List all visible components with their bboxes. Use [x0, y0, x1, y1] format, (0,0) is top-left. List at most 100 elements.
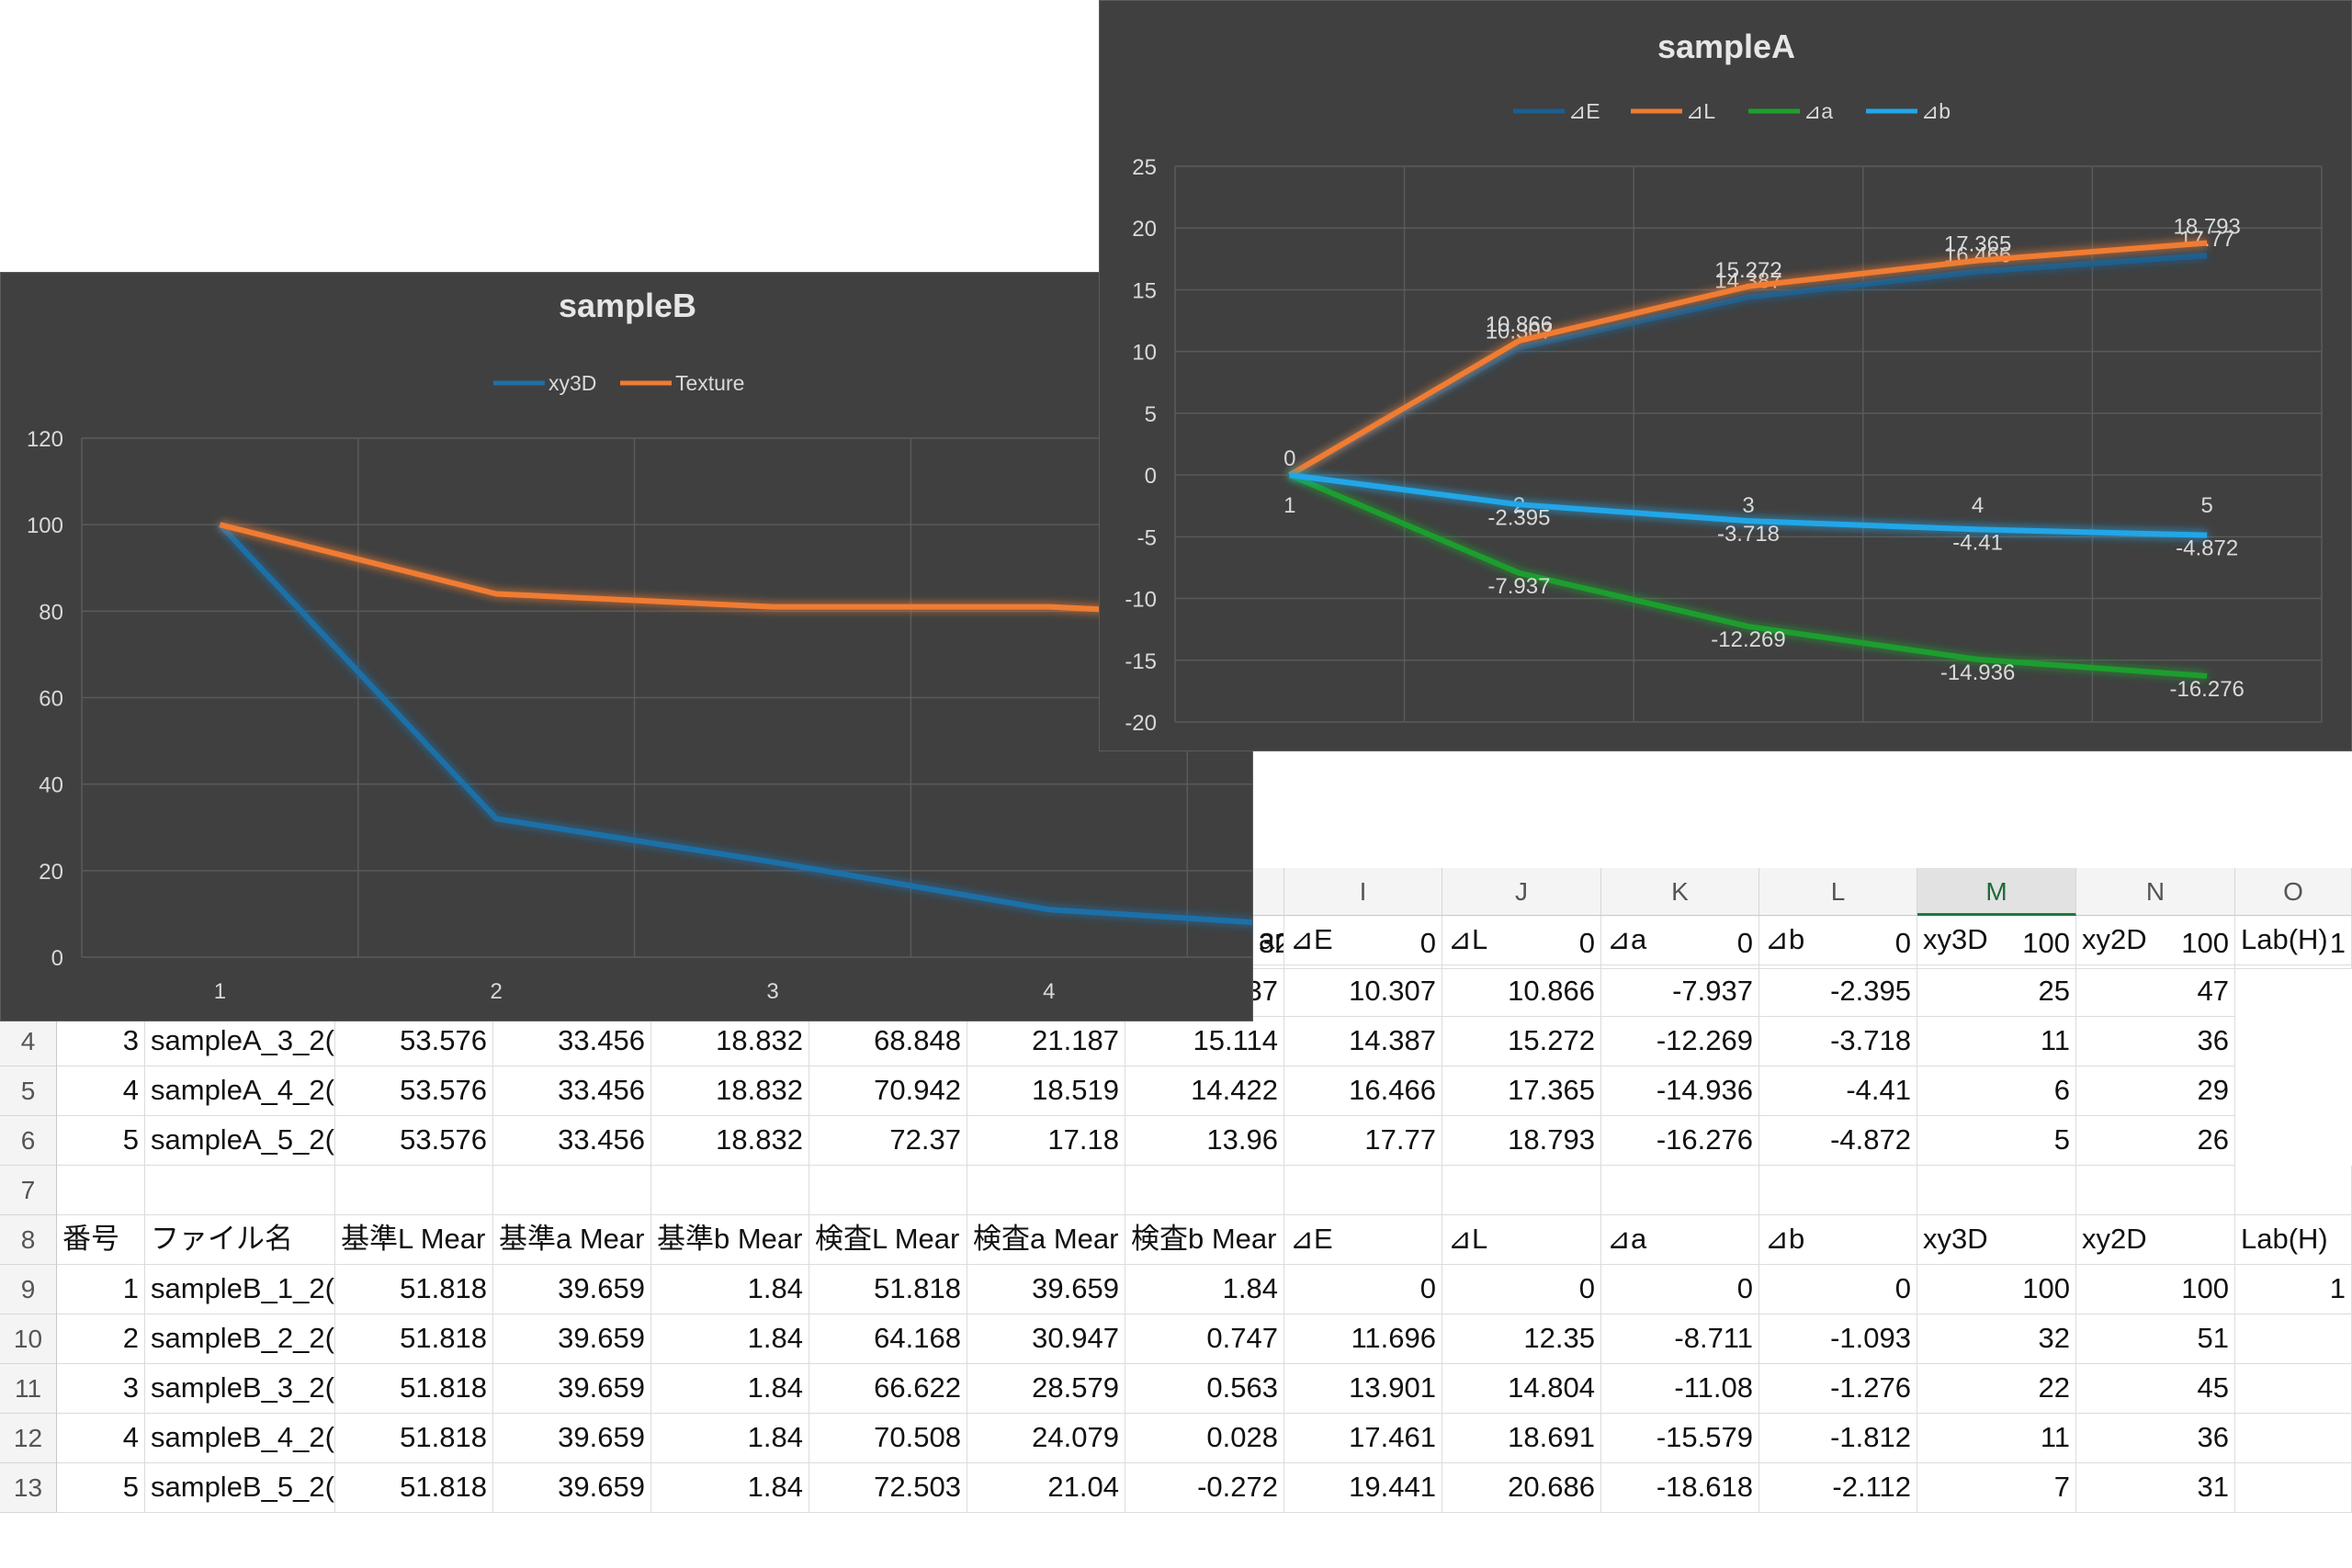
row-header[interactable]: 7 [0, 1166, 57, 1215]
cell-value[interactable]: 18.832 [651, 1017, 809, 1066]
cell-value[interactable]: 24.079 [967, 1414, 1125, 1463]
cell-value[interactable]: ファイル名 [145, 1215, 335, 1265]
cell-value[interactable]: 1.84 [1125, 1265, 1284, 1314]
cell-value[interactable]: sampleB_3_2( [145, 1364, 335, 1414]
cell-empty[interactable] [1125, 1166, 1284, 1215]
cell-value[interactable]: -1.276 [1759, 1364, 1917, 1414]
cell-value[interactable]: 70.942 [809, 1066, 967, 1116]
column-header-K[interactable]: K [1601, 868, 1759, 916]
cell-value[interactable]: 0 [1601, 919, 1759, 969]
cell-value[interactable]: 51.818 [335, 1414, 493, 1463]
cell-value[interactable]: 1.84 [651, 1265, 809, 1314]
cell-value[interactable] [2235, 1463, 2352, 1513]
cell-value[interactable]: 番号 [57, 1215, 145, 1265]
cell-value[interactable]: sampleA_5_2( [145, 1116, 335, 1166]
cell-value[interactable]: 1 [57, 1265, 145, 1314]
cell-value[interactable]: -16.276 [1601, 1116, 1759, 1166]
column-header-H[interactable] [1253, 868, 1284, 916]
cell-value[interactable]: 39.659 [967, 1265, 1125, 1314]
column-header-J[interactable]: J [1442, 868, 1601, 916]
cell-value[interactable]: 33.456 [493, 1066, 651, 1116]
cell-value[interactable]: 1 [2235, 919, 2352, 969]
cell-value[interactable]: sampleA_3_2( [145, 1017, 335, 1066]
cell-value[interactable]: -4.41 [1759, 1066, 1917, 1116]
cell-value[interactable]: 18.832 [651, 1066, 809, 1116]
cell-empty[interactable] [57, 1166, 145, 1215]
cell-value[interactable]: sampleB_5_2( [145, 1463, 335, 1513]
cell-value[interactable]: 5 [57, 1116, 145, 1166]
cell-value[interactable]: 1 [2235, 1265, 2352, 1314]
cell-value[interactable]: 4 [57, 1414, 145, 1463]
cell-value[interactable]: 51.818 [335, 1364, 493, 1414]
cell-empty[interactable] [1601, 1166, 1759, 1215]
cell-value[interactable]: 26 [2076, 1116, 2235, 1166]
cell-value[interactable]: 53.576 [335, 1066, 493, 1116]
cell-value[interactable]: 100 [2076, 1265, 2235, 1314]
row-header[interactable]: 12 [0, 1414, 57, 1463]
cell-value[interactable]: 36 [2076, 1017, 2235, 1066]
cell-empty[interactable] [493, 1166, 651, 1215]
cell-value[interactable]: 7 [1917, 1463, 2076, 1513]
cell-value[interactable]: 51.818 [335, 1314, 493, 1364]
cell-value[interactable]: -12.269 [1601, 1017, 1759, 1066]
cell-value[interactable]: 33.456 [493, 1116, 651, 1166]
cell-value[interactable]: -3.718 [1759, 1017, 1917, 1066]
cell-value[interactable]: 検査b Mear [1125, 1215, 1284, 1265]
cell-value[interactable]: 14.422 [1125, 1066, 1284, 1116]
cell-value[interactable]: 64.168 [809, 1314, 967, 1364]
cell-value[interactable]: -2.112 [1759, 1463, 1917, 1513]
row-header[interactable]: 9 [0, 1265, 57, 1314]
cell-empty[interactable] [809, 1166, 967, 1215]
cell-value[interactable]: 0.028 [1125, 1414, 1284, 1463]
cell-value[interactable]: 0.563 [1125, 1364, 1284, 1414]
cell-header[interactable]: ⊿a [1601, 916, 1759, 965]
cell-value[interactable]: 13.96 [1125, 1116, 1284, 1166]
cell-value[interactable]: 検査a Mear [967, 1215, 1125, 1265]
chart-sampleB[interactable]: sampleBxy3DTexture02040608010012012345 [0, 272, 1253, 1021]
cell-value[interactable]: -0.272 [1125, 1463, 1284, 1513]
cell-value[interactable]: 100 [2076, 919, 2235, 969]
cell-value[interactable]: 3 [57, 1364, 145, 1414]
cell-empty[interactable] [651, 1166, 809, 1215]
cell-value[interactable]: 19.441 [1284, 1463, 1442, 1513]
cell-value[interactable]: -18.618 [1601, 1463, 1759, 1513]
cell-empty[interactable] [2076, 1166, 2235, 1215]
cell-value[interactable]: 39.659 [493, 1265, 651, 1314]
cell-value[interactable]: 72.37 [809, 1116, 967, 1166]
cell-value[interactable]: 18.691 [1442, 1414, 1601, 1463]
cell-value[interactable]: 0 [1759, 1265, 1917, 1314]
cell-value[interactable]: 47 [2076, 967, 2235, 1017]
cell-value[interactable]: 1.84 [651, 1314, 809, 1364]
cell-empty[interactable] [1917, 1166, 2076, 1215]
row-header[interactable]: 11 [0, 1364, 57, 1414]
cell-value[interactable]: 39.659 [493, 1364, 651, 1414]
cell-header[interactable]: ⊿E [1284, 916, 1442, 965]
cell-value[interactable]: 1.84 [651, 1414, 809, 1463]
cell-value[interactable]: 17.365 [1442, 1066, 1601, 1116]
cell-value[interactable]: 20.686 [1442, 1463, 1601, 1513]
row-header[interactable]: 5 [0, 1066, 57, 1116]
cell-empty[interactable] [2235, 1166, 2352, 1215]
cell-value[interactable]: sampleB_1_2( [145, 1265, 335, 1314]
cell-value[interactable]: 基準L Mear [335, 1215, 493, 1265]
cell-value[interactable]: ⊿E [1284, 1215, 1442, 1265]
cell-value[interactable]: 基準b Mear [651, 1215, 809, 1265]
column-header-I[interactable]: I [1284, 868, 1442, 916]
cell-value[interactable]: 51.818 [809, 1265, 967, 1314]
row-header[interactable]: 10 [0, 1314, 57, 1364]
cell-empty[interactable] [1284, 1166, 1442, 1215]
cell-value[interactable]: -1.812 [1759, 1414, 1917, 1463]
cell-value[interactable]: 0 [1442, 1265, 1601, 1314]
cell-value[interactable]: 21.04 [967, 1463, 1125, 1513]
cell-value[interactable]: 31 [2076, 1463, 2235, 1513]
cell-value[interactable]: 28.579 [967, 1364, 1125, 1414]
cell-value[interactable]: 2 [57, 1314, 145, 1364]
column-header-L[interactable]: L [1759, 868, 1917, 916]
cell-value[interactable]: 68.848 [809, 1017, 967, 1066]
cell-value[interactable]: 18.832 [651, 1116, 809, 1166]
cell-value[interactable]: ⊿a [1601, 1215, 1759, 1265]
cell-value[interactable]: 1.84 [651, 1463, 809, 1513]
cell-value[interactable]: 29 [2076, 1066, 2235, 1116]
cell-value[interactable]: 72.503 [809, 1463, 967, 1513]
cell-value[interactable]: 66.622 [809, 1364, 967, 1414]
